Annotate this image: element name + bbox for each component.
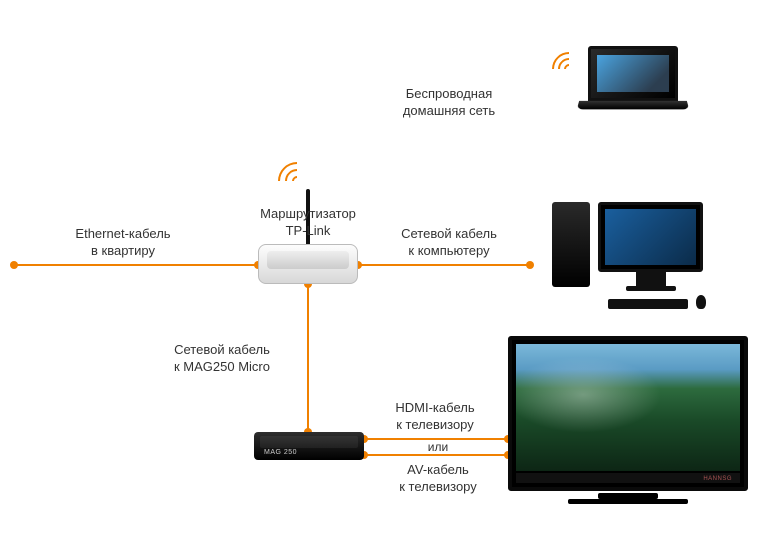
stb-body: MAG 250 bbox=[254, 432, 364, 460]
label-to-pc: Сетевой кабель к компьютеру bbox=[374, 226, 524, 260]
desktop-base bbox=[626, 286, 676, 291]
label-wireless-l1: Беспроводная bbox=[406, 86, 493, 101]
tv-body: HANNSG bbox=[508, 336, 748, 491]
desktop-mouse bbox=[696, 295, 706, 309]
label-router-l2: TP-Link bbox=[286, 223, 331, 238]
tv-brand-label: HANNSG bbox=[703, 476, 732, 482]
desktop-tower bbox=[552, 202, 590, 287]
edge-ethernet-in-dot-start bbox=[10, 261, 18, 269]
label-topc-l2: к компьютеру bbox=[408, 243, 489, 258]
desktop-monitor bbox=[598, 202, 703, 272]
tv-foot bbox=[568, 499, 688, 504]
laptop-device bbox=[588, 46, 688, 111]
label-tostb-l2: к MAG250 Micro bbox=[174, 359, 270, 374]
edge-ethernet-in bbox=[14, 264, 258, 266]
label-ethernet-l1: Ethernet-кабель bbox=[75, 226, 170, 241]
label-hdmi-l2: к телевизору bbox=[396, 417, 474, 432]
label-av-l1: AV-кабель bbox=[407, 462, 469, 477]
label-av-l2: к телевизору bbox=[399, 479, 477, 494]
label-ethernet-in: Ethernet-кабель в квартиру bbox=[48, 226, 198, 260]
label-or: или bbox=[418, 440, 458, 456]
label-router: Маршрутизатор TP-Link bbox=[252, 206, 364, 240]
label-hdmi-l1: HDMI-кабель bbox=[395, 400, 474, 415]
label-ethernet-l2: в квартиру bbox=[91, 243, 155, 258]
desktop-device bbox=[598, 202, 703, 291]
edge-router-pc bbox=[358, 264, 530, 266]
wifi-router-icon bbox=[274, 158, 320, 204]
router-body bbox=[258, 244, 358, 284]
label-router-l1: Маршрутизатор bbox=[260, 206, 356, 221]
edge-router-pc-dot-end bbox=[526, 261, 534, 269]
desktop-stand bbox=[636, 272, 666, 286]
label-tostb-l1: Сетевой кабель bbox=[174, 342, 270, 357]
label-to-stb: Сетевой кабель к MAG250 Micro bbox=[142, 342, 302, 376]
laptop-base bbox=[577, 101, 689, 109]
label-wireless-l2: домашняя сеть bbox=[403, 103, 495, 118]
laptop-screen bbox=[588, 46, 678, 101]
wifi-laptop-icon bbox=[548, 48, 588, 88]
desktop-keyboard bbox=[608, 299, 688, 309]
router-device bbox=[258, 244, 358, 284]
stb-device: MAG 250 bbox=[254, 432, 364, 460]
label-wireless: Беспроводная домашняя сеть bbox=[364, 86, 534, 120]
tv-screen bbox=[516, 344, 740, 471]
tv-device: HANNSG bbox=[508, 336, 748, 504]
label-av: AV-кабель к телевизору bbox=[378, 462, 498, 496]
label-or-text: или bbox=[428, 440, 448, 454]
label-topc-l1: Сетевой кабель bbox=[401, 226, 497, 241]
stb-model-label: MAG 250 bbox=[264, 449, 297, 456]
edge-router-stb bbox=[307, 284, 309, 432]
label-hdmi: HDMI-кабель к телевизору bbox=[370, 400, 500, 434]
